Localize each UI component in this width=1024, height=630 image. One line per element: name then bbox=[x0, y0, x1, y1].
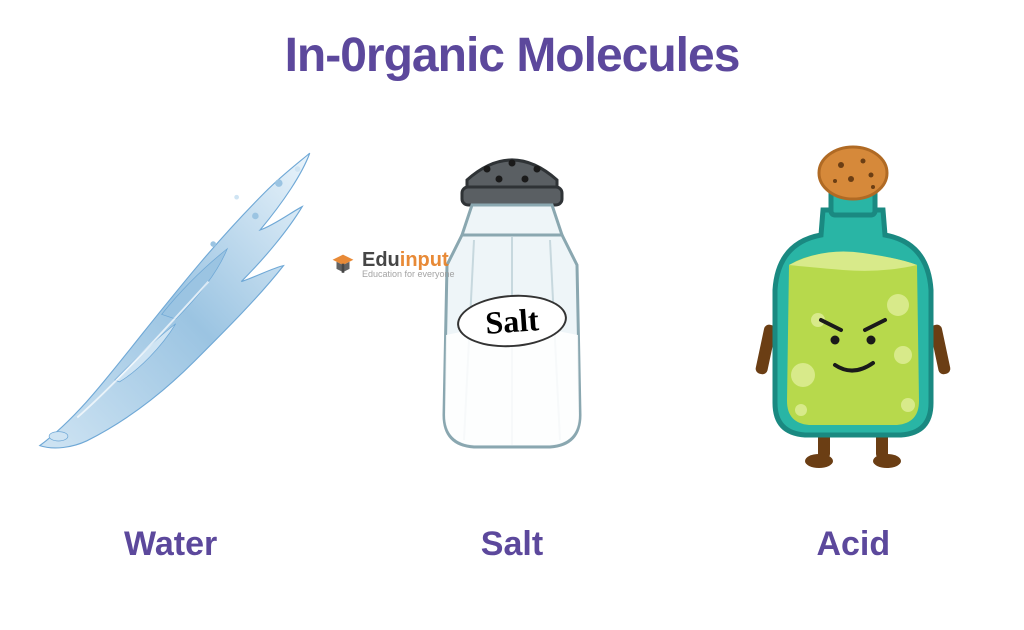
watermark-logo-icon bbox=[330, 252, 356, 278]
icons-row: Salt bbox=[0, 110, 1024, 500]
water-splash-icon bbox=[21, 125, 321, 485]
watermark: Eduinput Education for everyone bbox=[330, 250, 455, 279]
label-acid: Acid bbox=[703, 525, 1003, 564]
acid-bottle-icon bbox=[723, 125, 983, 485]
watermark-text: Eduinput Education for everyone bbox=[362, 250, 455, 279]
watermark-suffix: input bbox=[400, 249, 449, 271]
watermark-subtitle: Education for everyone bbox=[362, 270, 455, 279]
watermark-prefix: Edu bbox=[362, 249, 400, 271]
page-title: In-0rganic Molecules bbox=[0, 28, 1024, 83]
water-cell bbox=[21, 125, 321, 485]
acid-cell bbox=[703, 125, 1003, 485]
labels-row: Water Salt Acid bbox=[0, 525, 1024, 564]
label-salt: Salt bbox=[362, 525, 662, 564]
label-water: Water bbox=[21, 525, 321, 564]
salt-cell: Salt bbox=[362, 125, 662, 485]
